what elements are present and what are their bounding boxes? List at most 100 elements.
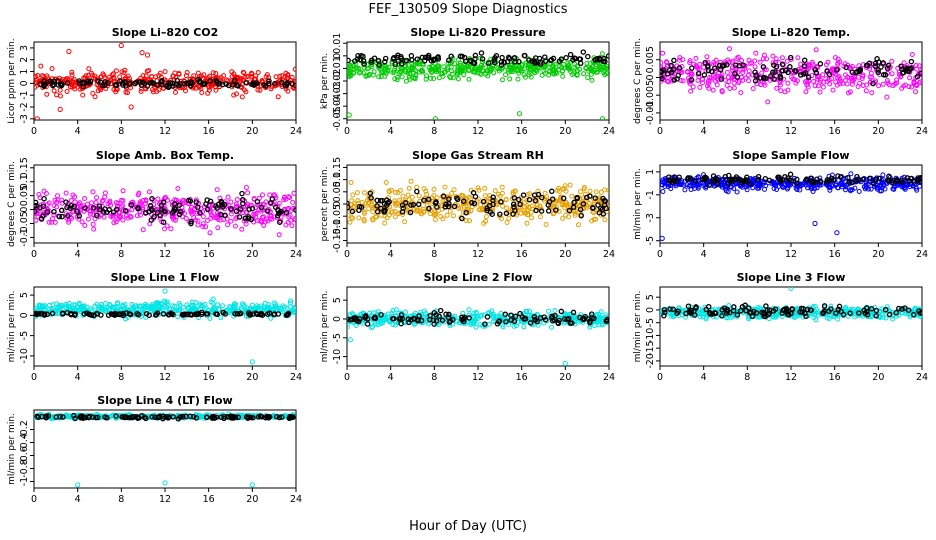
data-point <box>826 71 833 78</box>
data-point <box>55 305 60 311</box>
data-point <box>407 76 413 82</box>
y-tick-label: -0.15 <box>332 228 343 253</box>
data-point <box>680 78 686 84</box>
data-point <box>817 61 824 67</box>
data-point <box>77 200 83 206</box>
data-point <box>880 81 886 87</box>
data-point <box>437 307 444 314</box>
y-tick-label: -10 <box>332 349 343 365</box>
data-point <box>208 299 214 305</box>
data-point <box>567 182 573 188</box>
x-tick-label: 4 <box>75 126 81 137</box>
data-point <box>558 308 565 315</box>
data-point <box>542 70 548 76</box>
data-point <box>814 185 820 191</box>
data-point <box>162 69 168 75</box>
data-point <box>442 184 448 190</box>
data-point <box>760 64 767 70</box>
data-point <box>116 213 122 219</box>
data-point <box>138 82 145 88</box>
data-point <box>440 193 447 200</box>
data-point <box>485 60 492 66</box>
y-tick-label: 0 <box>645 74 656 80</box>
data-point <box>184 302 190 308</box>
data-point <box>125 215 131 221</box>
data-point <box>113 89 119 95</box>
data-point <box>210 214 216 219</box>
data-point <box>584 203 590 209</box>
x-tick-label: 24 <box>916 372 928 383</box>
data-point <box>755 173 762 180</box>
data-point <box>878 182 884 188</box>
y-tick-label: -0.02 <box>332 69 343 94</box>
data-point <box>275 212 281 219</box>
data-point <box>676 174 682 180</box>
data-point <box>517 201 523 208</box>
data-point <box>366 200 372 206</box>
data-point <box>219 202 225 208</box>
data-point <box>560 68 566 74</box>
y-tick-label: -0.05 <box>332 204 343 229</box>
data-point <box>390 315 396 322</box>
data-point <box>89 200 95 206</box>
data-point <box>414 56 421 62</box>
data-point <box>795 55 801 61</box>
data-point <box>875 69 881 76</box>
data-point <box>92 303 98 309</box>
data-point <box>389 60 395 66</box>
outlier-point <box>599 116 606 120</box>
data-point <box>195 70 201 76</box>
data-point <box>455 203 460 209</box>
data-point <box>246 307 252 313</box>
data-point <box>92 94 98 100</box>
panel-3: Slope Li–820 Temp.0 4 8 12 16 20 24-0.01-0.005… <box>633 26 928 137</box>
data-point <box>419 68 425 74</box>
data-point <box>778 178 784 185</box>
data-point <box>490 319 496 325</box>
data-point <box>755 305 761 311</box>
data-point <box>203 224 209 230</box>
data-point <box>599 51 605 57</box>
data-point <box>349 198 355 204</box>
data-point <box>531 68 537 74</box>
data-point <box>450 213 456 219</box>
data-point <box>882 306 889 313</box>
data-point <box>701 72 708 78</box>
data-point <box>585 53 591 60</box>
data-point <box>246 206 252 213</box>
data-point <box>41 311 48 318</box>
data-point <box>729 60 735 66</box>
data-point <box>738 90 744 96</box>
data-point <box>104 83 110 89</box>
data-point <box>916 63 922 69</box>
data-point <box>362 190 367 196</box>
data-point <box>435 54 441 60</box>
data-point <box>560 195 567 202</box>
data-point <box>237 206 244 212</box>
data-point <box>466 76 472 82</box>
data-point <box>284 72 290 78</box>
data-point <box>446 319 453 325</box>
data-point <box>681 182 687 188</box>
data-point <box>734 189 740 195</box>
panel-title: Slope Line 3 Flow <box>737 271 846 284</box>
data-point <box>257 87 263 93</box>
data-point <box>254 303 260 309</box>
data-point <box>353 323 359 329</box>
data-point <box>51 212 57 218</box>
data-point <box>90 221 96 227</box>
data-point <box>67 205 73 211</box>
data-point <box>140 227 146 233</box>
data-point <box>484 314 491 320</box>
plot-frame <box>659 286 923 367</box>
data-point <box>266 302 272 308</box>
data-point <box>376 74 382 80</box>
data-point <box>531 314 538 320</box>
data-point <box>120 302 126 308</box>
data-point <box>476 187 482 193</box>
data-point <box>491 59 498 66</box>
data-point <box>421 209 427 215</box>
data-point <box>231 71 237 77</box>
data-point <box>113 200 119 206</box>
x-tick-label: 20 <box>872 126 884 137</box>
